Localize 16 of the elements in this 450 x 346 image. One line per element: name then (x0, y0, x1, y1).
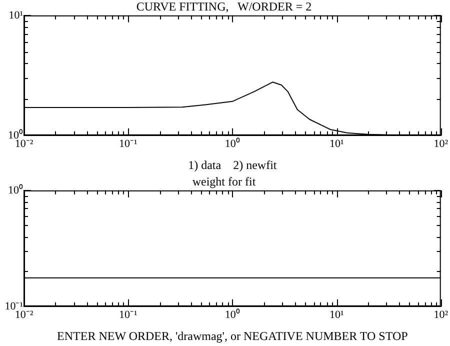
x-axis-title: ENTER NEW ORDER, 'drawmag', or NEGATIVE NUMBER TO STOP (57, 328, 408, 343)
x-tick-label: 10¹ (329, 308, 344, 321)
x-tick-label: 10⁻¹ (119, 138, 138, 150)
x-tick-label: 10⁰ (224, 136, 240, 150)
chart-title: CURVE FITTING, W/ORDER = 2 (136, 0, 312, 14)
x-axis-title: 1) data 2) newfit (188, 158, 278, 172)
x-tick-label: 10⁻² (14, 308, 34, 321)
x-tick-label: 10² (434, 138, 449, 150)
x-tick-label: 10⁻² (14, 138, 34, 150)
x-tick-label: 10⁻¹ (119, 308, 138, 321)
x-tick-label: 10⁰ (224, 308, 240, 321)
y-tick-label: 10⁰ (8, 183, 23, 196)
y-tick-label: 10¹ (8, 9, 23, 22)
x-tick-label: 10¹ (329, 138, 344, 150)
chart-title: weight for fit (192, 174, 256, 188)
x-tick-label: 10² (434, 308, 449, 321)
